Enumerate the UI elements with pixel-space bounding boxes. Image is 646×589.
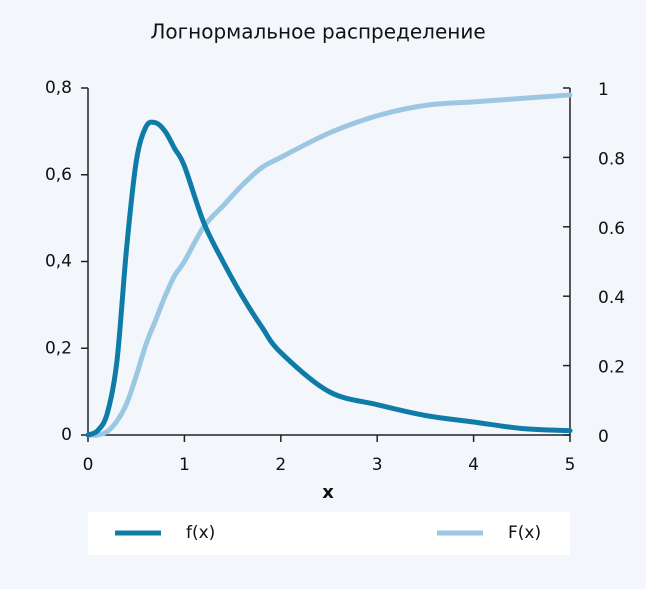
y-tick-label: 0,6 [45, 165, 72, 185]
y2-tick-label: 1 [598, 80, 609, 100]
y2-tick-label: 0.4 [598, 288, 625, 308]
x-tick-label: 1 [179, 455, 190, 475]
line-series [85, 119, 573, 438]
y-tick-label: 0,2 [45, 338, 72, 358]
y-tick-label: 0 [61, 425, 72, 445]
y2-tick-label: 0.6 [598, 219, 625, 239]
x-tick-label: 5 [565, 455, 576, 475]
y-tick-label: 0,8 [45, 78, 72, 98]
x-tick-label: 0 [83, 455, 94, 475]
legend-label: f(x) [186, 523, 215, 543]
x-axis-label: x [322, 482, 334, 503]
y2-tick-label: 0 [598, 427, 609, 447]
chart-title: Логнормальное распределение [150, 20, 485, 44]
legend-label: F(x) [508, 523, 541, 543]
x-tick-label: 2 [275, 455, 286, 475]
line-series [85, 92, 573, 438]
y2-tick-label: 0.8 [598, 149, 625, 169]
x-tick-label: 4 [468, 455, 479, 475]
legend [88, 512, 570, 555]
x-tick-label: 3 [372, 455, 383, 475]
y2-tick-label: 0.2 [598, 358, 625, 378]
y-tick-label: 0,4 [45, 252, 72, 272]
